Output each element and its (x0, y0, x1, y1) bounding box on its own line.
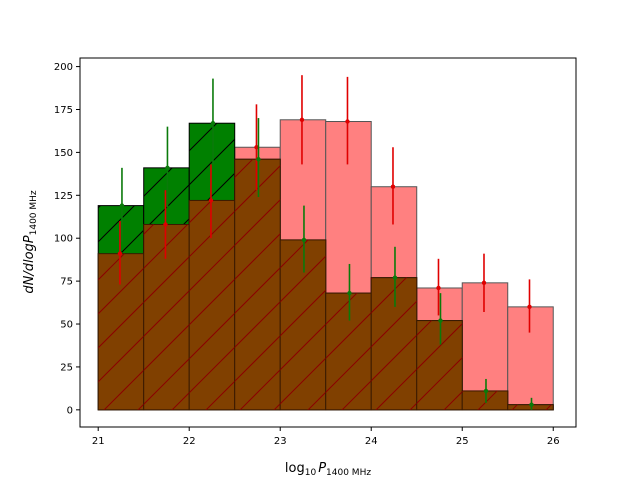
x-tick-label-3: 24 (365, 436, 378, 447)
y-tick-label-1: 25 (60, 362, 73, 373)
bar-red-9 (507, 306, 554, 411)
plot-frame (79, 57, 577, 428)
bar-overlap-0 (97, 253, 145, 411)
x-tick-label-5: 26 (547, 436, 560, 447)
point-green-1 (165, 165, 170, 171)
series-red-errorbars (117, 75, 532, 333)
x-axis-label: log10 P1400 MHz (285, 461, 371, 478)
x-tick-label-2: 23 (274, 436, 287, 447)
point-red-2 (208, 198, 214, 203)
point-red-8 (481, 280, 487, 286)
point-red-5 (345, 119, 350, 124)
point-red-9 (527, 304, 532, 310)
bar-overlap-3 (234, 158, 281, 411)
x-tick-label-4: 25 (456, 436, 469, 447)
y-tick-label-6: 150 (54, 148, 73, 159)
x-tick-label-1: 22 (183, 436, 196, 447)
y-axis-ticks: 0 25 50 75 100 125 150 175 200 (54, 62, 80, 416)
bar-overlap-1 (143, 223, 190, 411)
point-green-5 (347, 290, 352, 296)
y-tick-label-4: 100 (54, 234, 73, 245)
point-red-1 (163, 222, 168, 227)
y-tick-label-7: 175 (54, 105, 73, 116)
point-green-4 (301, 237, 307, 243)
point-red-6 (390, 184, 396, 189)
bar-overlap-5 (325, 292, 372, 411)
y-tick-label-3: 75 (60, 277, 73, 288)
point-red-0 (117, 251, 123, 256)
bar-overlap-8 (461, 390, 509, 411)
y-tick-label-5: 125 (54, 191, 73, 202)
bar-overlap-4 (279, 239, 327, 411)
series-green-errorbars (119, 78, 534, 410)
point-green-6 (392, 275, 398, 280)
y-tick-label-8: 200 (54, 62, 73, 73)
point-red-7 (436, 285, 441, 291)
y-tick-label-0: 0 (67, 405, 73, 416)
point-green-3 (256, 157, 261, 162)
bar-overlap-2 (188, 199, 236, 411)
bar-overlap-6 (370, 277, 418, 411)
point-green-0 (119, 203, 125, 208)
y-axis-label: dN/dlogP1400 MHz (22, 190, 39, 294)
point-red-4 (299, 117, 305, 122)
point-green-7 (438, 318, 443, 323)
point-green-9 (529, 402, 534, 407)
y-tick-label-2: 50 (60, 320, 73, 331)
point-green-8 (483, 388, 489, 394)
point-green-2 (210, 121, 216, 126)
x-axis-ticks: 21 22 23 24 25 26 (92, 427, 560, 447)
point-red-3 (254, 145, 259, 150)
x-tick-label-0: 21 (92, 436, 105, 447)
